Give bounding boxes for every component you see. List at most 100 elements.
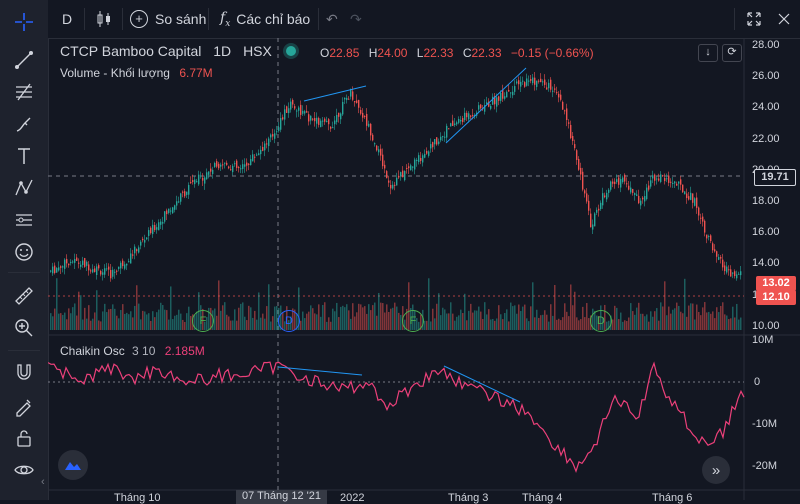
oscillator-legend[interactable]: Chaikin Osc 3 10 2.185M bbox=[60, 344, 205, 358]
symbol-legend[interactable]: CTCP Bamboo Capital 1D HSX bbox=[60, 43, 296, 59]
candle-body bbox=[310, 115, 312, 121]
volume-bar bbox=[228, 316, 230, 330]
volume-bar bbox=[390, 308, 392, 330]
candle-body bbox=[320, 120, 322, 128]
volume-bar bbox=[72, 307, 74, 330]
volume-bar bbox=[386, 304, 388, 330]
chart-canvas[interactable] bbox=[48, 38, 800, 500]
volume-bar bbox=[660, 302, 662, 330]
open-label: O bbox=[320, 46, 330, 60]
volume-bar bbox=[146, 314, 148, 330]
event-marker[interactable]: F bbox=[402, 310, 424, 332]
volume-bar bbox=[624, 320, 626, 330]
candle-body bbox=[144, 239, 146, 243]
candle-body bbox=[206, 172, 208, 180]
candle-body bbox=[418, 155, 420, 163]
volume-bar bbox=[248, 305, 250, 330]
lock-icon[interactable] bbox=[8, 422, 40, 454]
volume-bar bbox=[612, 319, 614, 330]
candle-body bbox=[560, 94, 562, 100]
compare-button[interactable]: + So sánh bbox=[130, 6, 206, 32]
camera-icon[interactable] bbox=[776, 6, 792, 32]
volume-bar bbox=[638, 302, 640, 330]
candle-body bbox=[54, 265, 56, 273]
pattern-tool-icon[interactable] bbox=[8, 172, 40, 204]
event-marker[interactable]: D bbox=[278, 310, 300, 332]
fib-tool-icon[interactable] bbox=[8, 76, 40, 108]
crosshair-icon[interactable] bbox=[8, 6, 40, 38]
candle-body bbox=[508, 89, 510, 92]
high-label: H bbox=[368, 46, 378, 60]
emoji-icon[interactable] bbox=[8, 236, 40, 268]
candle-body bbox=[130, 253, 132, 264]
text-tool-icon[interactable] bbox=[8, 140, 40, 172]
logo-icon[interactable] bbox=[58, 450, 88, 480]
volume-bar bbox=[324, 302, 326, 330]
chart-area[interactable]: CTCP Bamboo Capital 1D HSX O22.85 H24.00… bbox=[48, 38, 800, 500]
volume-bar bbox=[472, 312, 474, 330]
candle-body bbox=[392, 184, 394, 189]
candle-body bbox=[380, 148, 382, 156]
chart-type-button[interactable] bbox=[96, 6, 112, 32]
volume-bar bbox=[500, 314, 502, 330]
volume-bar bbox=[70, 313, 72, 330]
lock-drawing-icon[interactable] bbox=[8, 390, 40, 422]
volume-bar bbox=[482, 319, 484, 330]
volume-bar bbox=[632, 311, 634, 330]
toolbar-divider bbox=[318, 8, 319, 30]
candle-body bbox=[282, 117, 284, 120]
candle-body bbox=[442, 136, 444, 138]
ruler-icon[interactable] bbox=[8, 280, 40, 312]
candle-body bbox=[188, 185, 190, 195]
trendline-tool-icon[interactable] bbox=[8, 44, 40, 76]
candle-body bbox=[550, 79, 552, 90]
volume-bar bbox=[122, 304, 124, 330]
prediction-tool-icon[interactable] bbox=[8, 204, 40, 236]
undo-icon[interactable]: ↶ bbox=[326, 10, 338, 27]
volume-bar bbox=[314, 313, 316, 330]
volume-value: 6.77M bbox=[179, 66, 213, 80]
eye-icon[interactable] bbox=[8, 454, 40, 486]
top-toolbar: D + So sánh fx Các chỉ báo ↶ ↷ bbox=[48, 0, 800, 39]
indicators-button[interactable]: fx Các chỉ báo bbox=[220, 6, 310, 32]
zoom-icon[interactable] bbox=[8, 312, 40, 344]
event-marker[interactable]: F bbox=[192, 310, 214, 332]
low-value: 22.33 bbox=[423, 46, 454, 60]
settings-button[interactable]: ⟳ bbox=[722, 44, 742, 62]
volume-bar bbox=[478, 306, 480, 330]
volume-bar bbox=[726, 315, 728, 330]
scroll-to-realtime-button[interactable]: » bbox=[702, 456, 730, 484]
candle-body bbox=[526, 78, 528, 86]
interval-button[interactable]: D bbox=[62, 11, 73, 27]
candle-body bbox=[588, 200, 590, 211]
volume-bar bbox=[440, 315, 442, 330]
candle-body bbox=[256, 154, 258, 156]
candle-body bbox=[176, 201, 178, 206]
candle-body bbox=[112, 269, 114, 277]
redo-icon[interactable]: ↷ bbox=[350, 10, 362, 27]
crosshair-price-tag: 19.71 bbox=[754, 169, 796, 186]
collapse-icon[interactable]: ‹ bbox=[41, 476, 45, 488]
scroll-down-button[interactable]: ↓ bbox=[698, 44, 718, 62]
magnet-icon[interactable] bbox=[8, 356, 40, 388]
volume-legend[interactable]: Volume - Khối lượng 6.77M bbox=[60, 66, 213, 80]
volume-bar bbox=[432, 308, 434, 330]
candle-body bbox=[208, 171, 210, 175]
candle-body bbox=[498, 96, 500, 101]
volume-bar bbox=[642, 313, 644, 330]
fullscreen-icon[interactable] bbox=[746, 6, 762, 32]
volume-bar bbox=[338, 317, 340, 330]
volume-bar bbox=[516, 313, 518, 330]
volume-bar bbox=[330, 321, 332, 330]
volume-bar bbox=[690, 303, 692, 330]
event-marker[interactable]: D bbox=[590, 310, 612, 332]
candle-body bbox=[376, 145, 378, 151]
brush-tool-icon[interactable] bbox=[8, 108, 40, 140]
candle-body bbox=[412, 166, 414, 168]
volume-bar bbox=[110, 308, 112, 330]
candle-body bbox=[286, 106, 288, 113]
price-axis-label: 18.00 bbox=[752, 195, 780, 207]
open-value: 22.85 bbox=[329, 46, 360, 60]
candle-body bbox=[316, 117, 318, 124]
volume-bar bbox=[688, 305, 690, 330]
